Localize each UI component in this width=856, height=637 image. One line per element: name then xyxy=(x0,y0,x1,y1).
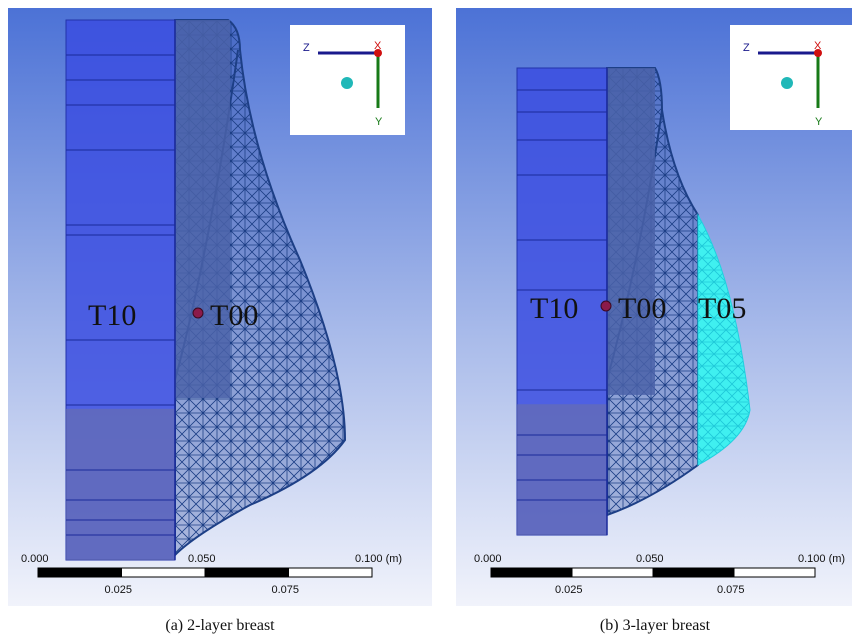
scale-label: 0.050 xyxy=(188,553,216,565)
triad-box xyxy=(730,25,853,130)
scale-label: 0.000 xyxy=(21,553,49,565)
lower-shade xyxy=(517,404,607,535)
scale-segment xyxy=(122,568,206,577)
scale-segment xyxy=(38,568,122,577)
y-label: Y xyxy=(815,116,823,128)
scale-label: 0.025 xyxy=(555,584,583,596)
x-label: X xyxy=(374,40,382,52)
caption: (a) 2-layer breast xyxy=(165,617,275,634)
scale-segment xyxy=(205,568,289,577)
scale-label: 0.050 xyxy=(636,553,664,565)
scale-segment xyxy=(491,568,572,577)
scale-label: 0.100 (m) xyxy=(798,553,845,565)
layer-label: T10 xyxy=(530,292,578,325)
scale-segment xyxy=(734,568,815,577)
lower-shade xyxy=(66,409,175,560)
node xyxy=(601,301,611,311)
scale-label: 0.075 xyxy=(717,584,745,596)
scale-label: 0.000 xyxy=(474,553,502,565)
scale-segment xyxy=(653,568,734,577)
x-label: X xyxy=(814,40,822,52)
caption: (b) 3-layer breast xyxy=(600,617,711,634)
node xyxy=(193,308,203,318)
layer-label: T00 xyxy=(618,292,666,325)
y-label: Y xyxy=(375,116,383,128)
scale-segment xyxy=(572,568,653,577)
mid-layer xyxy=(607,68,655,395)
scale-label: 0.025 xyxy=(105,584,133,596)
triad-ball xyxy=(341,77,353,89)
panel: T10 T00 T05 Z X Y 0.000 0.050 0.100 (m) 0.025 0.07… xyxy=(456,8,853,634)
scale-label: 0.075 xyxy=(272,584,300,596)
layer-label: T10 xyxy=(88,299,136,332)
z-label: Z xyxy=(303,42,310,54)
panel: T10 T00 Z X Y 0.000 0.050 0.100 (m) 0.025 0.075 (a… xyxy=(8,8,432,634)
figure: T10 T00 Z X Y 0.000 0.050 0.100 (m) 0.025 0.075 (a… xyxy=(0,0,856,637)
z-label: Z xyxy=(743,42,750,54)
layer-label: T05 xyxy=(698,292,746,325)
scale-segment xyxy=(289,568,373,577)
layer-label: T00 xyxy=(210,299,258,332)
mid-layer xyxy=(175,20,230,398)
triad-ball xyxy=(781,77,793,89)
scale-label: 0.100 (m) xyxy=(355,553,402,565)
